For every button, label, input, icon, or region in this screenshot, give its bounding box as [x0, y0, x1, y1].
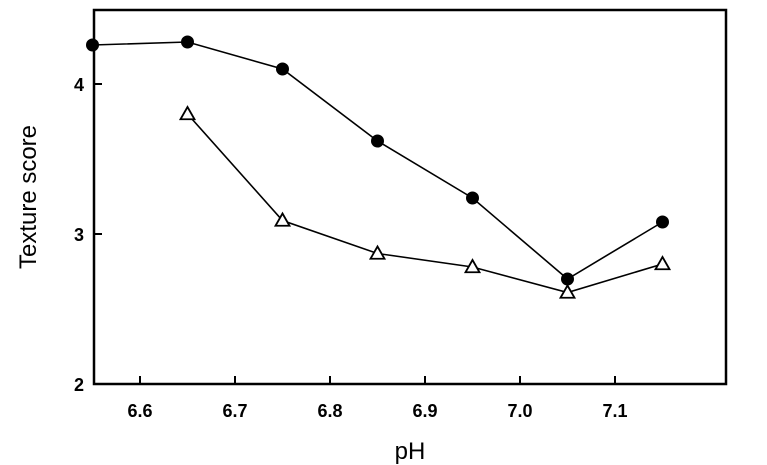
x-tick-label: 6.6 — [127, 401, 152, 421]
plot-frame — [92, 8, 728, 386]
axis-ticks — [94, 83, 616, 385]
y-tick-label: 3 — [74, 225, 84, 245]
series-markers — [86, 35, 672, 299]
series-2-line — [186, 113, 663, 294]
series-2-point — [463, 258, 482, 274]
y-axis-title: Texture score — [15, 125, 42, 269]
series-2-point — [178, 105, 197, 121]
x-tick-label: 7.0 — [507, 401, 532, 421]
y-tick-label: 2 — [74, 375, 84, 395]
x-tick-label: 6.9 — [412, 401, 437, 421]
series-1-point — [466, 191, 479, 205]
series-2-point — [653, 255, 672, 271]
x-axis-title: pH — [395, 438, 426, 465]
series-2-point — [273, 211, 292, 227]
axis-tick-labels: 6.6 6.7 6.8 6.9 7.0 7.1 2 3 4 — [74, 75, 628, 421]
y-tick-label: 4 — [74, 75, 84, 95]
series-1-point — [181, 35, 194, 49]
series-1-point — [656, 215, 669, 229]
series-2-point — [368, 244, 387, 260]
series-2-point — [558, 283, 577, 299]
x-tick-label: 6.8 — [317, 401, 342, 421]
x-tick-label: 7.1 — [602, 401, 627, 421]
series-1-point — [371, 134, 384, 148]
series-1-point — [276, 62, 289, 76]
series-1-point — [561, 272, 574, 286]
series-1-point — [86, 38, 99, 52]
x-tick-label: 6.7 — [222, 401, 247, 421]
series-1-line — [92, 41, 663, 280]
